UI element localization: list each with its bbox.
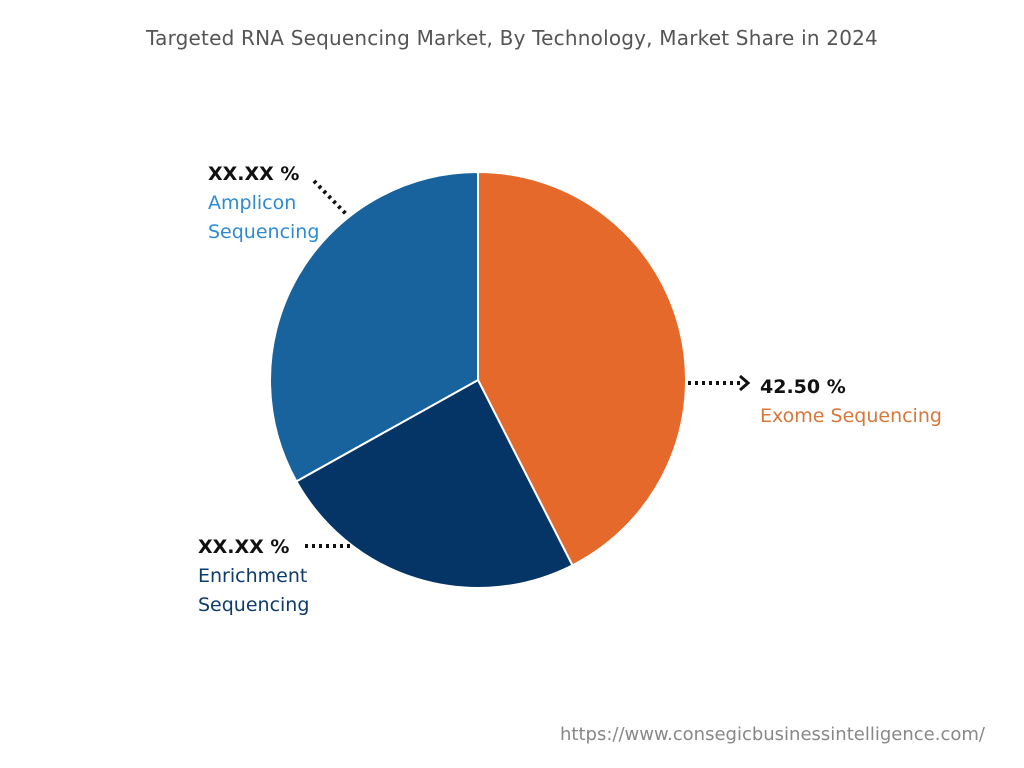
pie-slice-amplicon-sequencing	[269, 170, 479, 483]
exome-arrow-head	[739, 374, 751, 392]
source-url[interactable]: https://www.consegicbusinessintelligence…	[560, 724, 985, 745]
amplicon-leader-line	[312, 179, 350, 218]
exome-label: 42.50 % Exome Sequencing	[760, 373, 942, 431]
enrichment-value: XX.XX %	[198, 536, 290, 558]
amplicon-label: XX.XX % Amplicon Sequencing	[208, 160, 319, 247]
pie-slice-exome-sequencing	[477, 170, 687, 567]
enrichment-label: XX.XX % Enrichment Sequencing	[198, 533, 309, 620]
pie-slice-enrichment-sequencing	[294, 378, 574, 589]
amplicon-value: XX.XX %	[208, 163, 300, 185]
enrichment-name-line1: Enrichment	[198, 565, 308, 587]
exome-name: Exome Sequencing	[760, 405, 942, 427]
chart-title: Targeted RNA Sequencing Market, By Techn…	[146, 26, 878, 50]
amplicon-name-line1: Amplicon	[208, 192, 297, 214]
enrichment-name-line2: Sequencing	[198, 594, 310, 616]
amplicon-name-line2: Sequencing	[208, 221, 320, 243]
exome-value: 42.50 %	[760, 376, 846, 398]
